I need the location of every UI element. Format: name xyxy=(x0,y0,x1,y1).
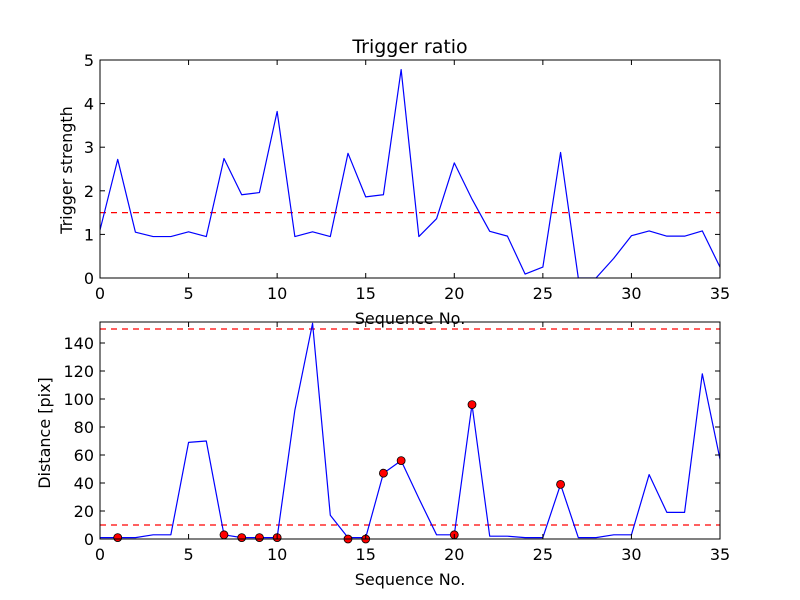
bottom-axes-frame xyxy=(99,321,721,540)
bottom-x-tick-label: 20 xyxy=(444,545,464,564)
bottom-y-tick-label: 60 xyxy=(74,446,94,465)
top-y-tick-label: 3 xyxy=(84,138,94,157)
bottom-x-tick-label: 25 xyxy=(533,545,553,564)
bottom-y-tick-label: 40 xyxy=(74,474,94,493)
bottom-data-marker xyxy=(113,533,123,542)
top-x-tick-label: 30 xyxy=(621,284,641,303)
bottom-y-tick-label: 100 xyxy=(63,390,94,409)
bottom-y-tick-label: 140 xyxy=(63,334,94,353)
top-x-tick-label: 10 xyxy=(267,284,287,303)
top-y-axis-label: Trigger strength xyxy=(57,106,76,235)
top-x-tick-label: 25 xyxy=(533,284,553,303)
bottom-series-line xyxy=(100,322,720,539)
distance-chart: 0 5 10 15 20 25 30 35 0 20 40 60 80 100 120 140 Sequenc… xyxy=(35,321,730,589)
top-x-tick-label: 20 xyxy=(444,284,464,303)
bottom-x-tick-label: 15 xyxy=(356,545,376,564)
top-x-tick-label: 5 xyxy=(183,284,193,303)
top-x-tick-label: 35 xyxy=(710,284,730,303)
top-axes-frame xyxy=(99,59,721,279)
bottom-data-marker xyxy=(255,533,264,542)
bottom-data-marker xyxy=(379,468,388,478)
top-y-tick-label: 0 xyxy=(84,269,94,288)
top-plot-area: 0 5 10 15 20 25 30 35 0 1 2 3 4 5 xyxy=(84,51,730,303)
top-x-axis-label: Sequence No. xyxy=(355,309,466,328)
top-series-line xyxy=(100,68,720,278)
bottom-y-tick-label: 120 xyxy=(63,362,94,381)
bottom-x-tick-label: 30 xyxy=(621,545,641,564)
bottom-y-tick-label: 0 xyxy=(84,530,94,549)
bottom-plot-area: 0 5 10 15 20 25 30 35 0 20 40 60 80 100 120 140 xyxy=(63,321,730,564)
bottom-data-marker xyxy=(467,400,477,410)
top-x-tick-label: 15 xyxy=(356,284,376,303)
bottom-y-tick-label: 80 xyxy=(74,418,94,437)
bottom-y-tick-label: 20 xyxy=(74,502,94,521)
bottom-x-tick-label: 10 xyxy=(267,545,287,564)
top-y-tick-label: 1 xyxy=(84,225,94,244)
chart-title: Trigger ratio xyxy=(351,36,467,58)
bottom-x-tick-label: 5 xyxy=(183,545,193,564)
trigger-ratio-chart: Trigger ratio 0 5 10 15 20 25 30 35 0 1 2 3 4 5 Seque… xyxy=(57,36,730,328)
top-x-tick-label: 0 xyxy=(95,284,105,303)
bottom-data-marker xyxy=(219,530,229,540)
bottom-y-axis-label: Distance [pix] xyxy=(35,377,54,489)
bottom-x-axis-label: Sequence No. xyxy=(355,570,466,589)
bottom-x-tick-label: 0 xyxy=(95,545,105,564)
bottom-x-tick-label: 35 xyxy=(710,545,730,564)
top-y-tick-label: 4 xyxy=(84,95,94,114)
top-y-tick-label: 5 xyxy=(84,51,94,70)
top-y-tick-label: 2 xyxy=(84,182,94,201)
bottom-data-marker xyxy=(237,533,247,542)
bottom-data-marker xyxy=(396,456,406,466)
bottom-data-marker xyxy=(556,479,565,489)
